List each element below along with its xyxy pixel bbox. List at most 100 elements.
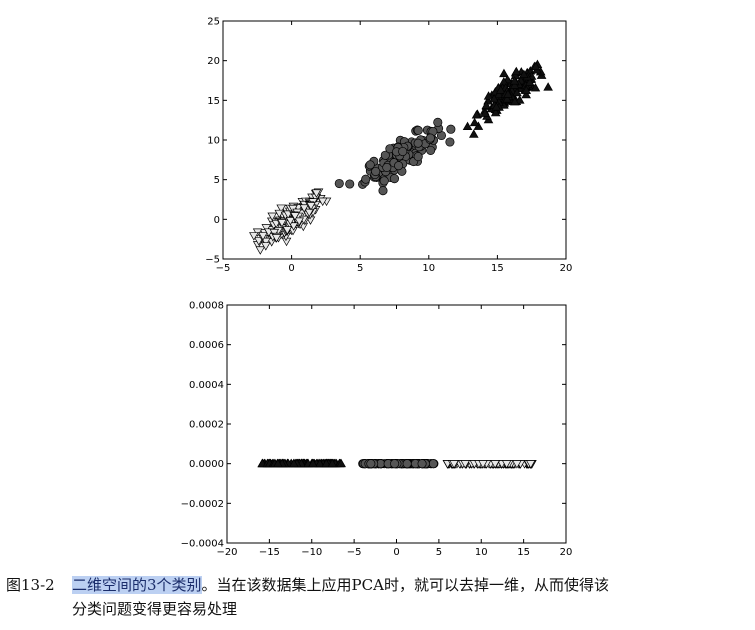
top-point-class-1 <box>249 232 259 241</box>
top-point-class-2 <box>334 178 344 189</box>
top-point-class-2 <box>413 138 423 148</box>
top-x-tick-label: −5 <box>216 263 231 274</box>
top-point-class-2 <box>426 145 436 155</box>
top-x-tick-label: 20 <box>560 263 573 274</box>
top-point-class-1 <box>294 217 304 226</box>
top-point-class-3 <box>499 76 509 86</box>
top-point-class-3 <box>530 61 541 71</box>
top-y-tick-label: 25 <box>207 17 220 28</box>
top-point-class-1 <box>277 219 287 228</box>
bottom-point-class-2 <box>390 459 400 469</box>
top-point-class-2 <box>398 146 408 157</box>
bottom-point-class-2 <box>428 459 438 469</box>
bottom-x-tick-label: −5 <box>347 547 362 558</box>
top-y-tick-label: 15 <box>207 96 220 107</box>
top-point-class-1 <box>255 246 266 255</box>
top-point-class-3 <box>495 85 506 94</box>
top-y-tick-label: 20 <box>207 56 220 67</box>
bottom-point-class-2 <box>402 459 412 469</box>
bottom-y-tick-label: −0.0004 <box>181 539 224 550</box>
bottom-y-tick-label: 0.0006 <box>189 340 224 351</box>
bottom-x-tick-label: −20 <box>216 547 237 558</box>
top-point-class-2 <box>433 117 443 127</box>
top-plot-marks <box>249 59 553 255</box>
top-point-class-2 <box>365 160 375 170</box>
bottom-point-class-1 <box>336 458 346 468</box>
bottom-x-tick-label: −15 <box>259 547 280 558</box>
top-point-class-3 <box>512 87 522 97</box>
bottom-point-class-1 <box>315 458 325 468</box>
top-point-class-3 <box>469 117 480 127</box>
top-point-class-3 <box>521 89 531 99</box>
bottom-point-class-1 <box>308 458 318 468</box>
bottom-point-class-1 <box>273 458 283 468</box>
top-point-class-3 <box>468 129 479 138</box>
top-y-tick-label: −5 <box>205 255 220 266</box>
top-point-class-3 <box>525 77 535 86</box>
top-x-tick-label: 10 <box>422 263 435 274</box>
top-point-class-3 <box>491 102 502 111</box>
top-point-class-1 <box>285 217 296 226</box>
top-point-class-2 <box>371 166 381 177</box>
top-point-class-3 <box>502 94 512 103</box>
top-point-class-3 <box>499 68 509 78</box>
bottom-scatter-plot: −20 −15 −10 −5 0 5 10 15 20 −0.0004 −0.0002 0.0000 0… <box>181 301 573 559</box>
top-point-class-2 <box>379 176 389 186</box>
top-point-class-2 <box>413 152 423 162</box>
top-point-class-3 <box>483 91 494 100</box>
bottom-point-class-3 <box>512 460 522 469</box>
top-point-class-2 <box>382 162 392 173</box>
top-x-tick-label: 15 <box>491 263 504 274</box>
top-point-class-3 <box>471 110 482 119</box>
top-point-class-1 <box>261 237 271 247</box>
top-point-class-3 <box>543 82 553 91</box>
bottom-x-tick-label: 10 <box>475 547 488 558</box>
top-y-tick-label: 0 <box>214 215 220 226</box>
top-point-class-3 <box>489 94 499 103</box>
top-x-tick-label: 0 <box>288 263 294 274</box>
top-point-class-1 <box>282 226 293 235</box>
top-point-class-3 <box>481 100 492 109</box>
bottom-plot-frame <box>226 304 567 544</box>
bottom-point-class-1 <box>321 458 332 468</box>
top-point-class-1 <box>254 237 264 246</box>
bottom-x-tick-label: 15 <box>517 547 530 558</box>
top-point-class-1 <box>267 212 278 222</box>
top-point-class-2 <box>345 179 355 189</box>
top-scatter-plot: −5 0 5 10 15 20 −5 0 5 10 15 20 25 <box>205 17 572 275</box>
top-y-tick-label: 10 <box>207 136 220 147</box>
top-point-class-3 <box>503 89 513 98</box>
top-point-class-2 <box>389 174 400 184</box>
top-point-class-2 <box>361 174 371 184</box>
top-x-tick-label: 5 <box>357 263 363 274</box>
top-point-class-1 <box>261 224 272 233</box>
top-point-class-1 <box>271 234 282 243</box>
top-point-class-2 <box>425 133 435 143</box>
top-point-class-2 <box>394 161 404 171</box>
bottom-point-class-2 <box>417 459 427 469</box>
bottom-point-class-2 <box>366 459 376 469</box>
top-point-class-2 <box>446 124 456 134</box>
top-point-class-1 <box>261 242 271 251</box>
top-point-class-1 <box>299 204 309 213</box>
bottom-y-tick-label: 0.0004 <box>189 380 224 391</box>
top-point-class-1 <box>276 204 287 214</box>
top-point-class-3 <box>494 89 504 99</box>
bottom-point-class-3 <box>460 460 471 469</box>
bottom-point-class-1 <box>289 458 299 468</box>
bottom-y-tick-label: −0.0002 <box>181 499 224 510</box>
bottom-point-class-3 <box>478 460 488 469</box>
bottom-point-class-3 <box>490 460 500 469</box>
top-point-class-1 <box>317 197 328 207</box>
bottom-x-tick-label: 20 <box>560 547 573 558</box>
top-point-class-2 <box>413 125 423 135</box>
caption-text-line2: 分类问题变得更容易处理 <box>72 600 238 618</box>
bottom-y-tick-label: 0.0000 <box>189 459 224 470</box>
top-point-class-1 <box>306 202 316 211</box>
top-point-class-3 <box>509 76 520 85</box>
top-point-class-3 <box>509 80 520 89</box>
figure-caption: 图13-2 二维空间的3个类别。当在该数据集上应用PCA时，就可以去掉一维，从而使… <box>6 573 746 621</box>
top-point-class-3 <box>530 83 541 92</box>
top-point-class-3 <box>490 107 501 117</box>
bottom-x-tick-label: 0 <box>393 547 399 558</box>
